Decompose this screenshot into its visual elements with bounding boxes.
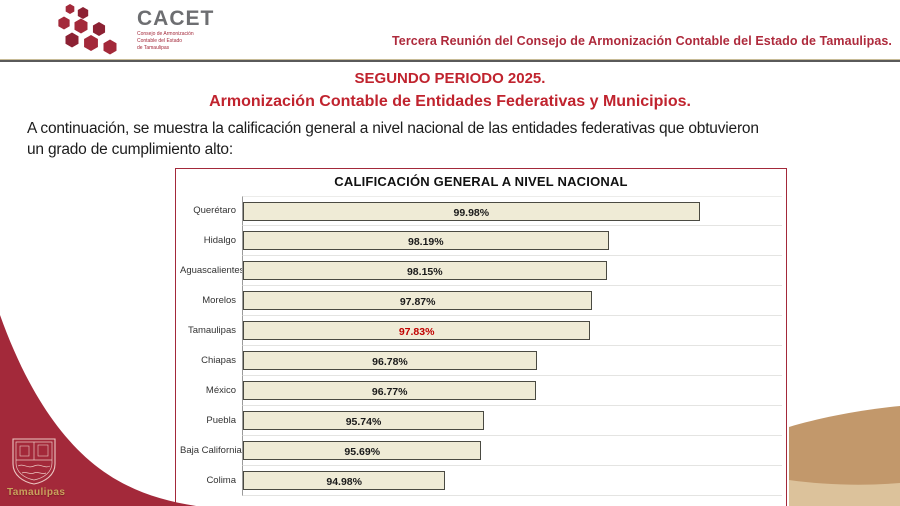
cacet-hexagon-logo-icon <box>58 4 117 55</box>
chart-row: México 96.77% <box>180 376 782 406</box>
bar-aguascalientes: 98.15% <box>243 261 607 280</box>
bar-track: 96.77% <box>242 376 782 406</box>
intro-paragraph: A continuación, se muestra la calificaci… <box>27 119 883 160</box>
bar-track: 99.98% <box>242 196 782 226</box>
bar-category-label: Hidalgo <box>203 235 236 246</box>
bar-category-label: Aguascalientes <box>180 265 245 276</box>
bar-baja-california: 95.69% <box>243 441 482 460</box>
chart-title: CALIFICACIÓN GENERAL A NIVEL NACIONAL <box>334 174 628 189</box>
logo-subtitle-line: Consejo de Armonización <box>137 31 194 38</box>
bar-track: 98.15% <box>242 256 782 286</box>
bar-value-label: 95.74% <box>345 416 382 428</box>
bar-category-label: Baja California <box>180 445 242 456</box>
logo-acronym: CACET <box>137 7 215 31</box>
bar-value-label: 96.78% <box>372 356 408 368</box>
period-title: SEGUNDO PERIODO 2025. <box>354 70 546 87</box>
logo-subtitle-line: de Tamaulipas <box>137 44 170 51</box>
chart-row: Tamaulipas 97.83% <box>180 316 782 346</box>
bar-category-label: Chiapas <box>201 355 236 366</box>
chart-row: Morelos 97.87% <box>180 286 782 316</box>
bar-value-label: 99.98% <box>453 207 490 219</box>
bar-méxico: 96.77% <box>243 381 537 400</box>
bar-category-label: Querétaro <box>193 205 236 216</box>
state-name-label: Tamaulipas <box>7 487 66 498</box>
chart-row: Baja California 95.69% <box>180 436 782 466</box>
bar-category-label: Morelos <box>202 295 236 306</box>
bar-puebla: 95.74% <box>243 411 485 430</box>
chart-row: Querétaro 99.98% <box>180 196 782 226</box>
bar-track: 95.69% <box>242 436 782 466</box>
bar-category-label: México <box>205 385 236 396</box>
chart-row: Colima 94.98% <box>180 466 782 496</box>
tamaulipas-coat-of-arms-icon <box>12 438 56 485</box>
bar-value-label: 98.19% <box>407 236 444 248</box>
bar-value-label: 95.69% <box>344 446 381 458</box>
bar-track: 95.74% <box>242 406 782 436</box>
bar-value-label: 97.87% <box>399 296 436 308</box>
chart-row: Chiapas 96.78% <box>180 346 782 376</box>
cacet-logo-text: CACET Consejo de Armonización Contable d… <box>137 8 214 51</box>
bar-track: 94.98% <box>242 466 782 496</box>
chart-row: Hidalgo 98.19% <box>180 226 782 256</box>
logo-subtitle: Consejo de Armonización Contable del Est… <box>137 31 214 51</box>
bar-value-label: 98.15% <box>406 266 443 278</box>
chart: CALIFICACIÓN GENERAL A NIVEL NACIONAL Qu… <box>175 168 787 506</box>
bar-colima: 94.98% <box>243 471 446 490</box>
bar-tamaulipas: 97.83% <box>243 321 591 340</box>
logo-subtitle-line: Contable del Estado <box>137 38 183 45</box>
bar-morelos: 97.87% <box>243 291 593 310</box>
bar-category-label: Puebla <box>206 415 236 426</box>
bar-track: 97.83% <box>242 316 782 346</box>
bar-category-label: Tamaulipas <box>187 325 236 336</box>
chart-row: Aguascalientes 98.15% <box>180 256 782 286</box>
bar-category-label: Colima <box>206 475 236 486</box>
cacet-logo: CACET Consejo de Armonización Contable d… <box>50 2 214 58</box>
bar-querétaro: 99.98% <box>243 202 700 221</box>
bar-track: 97.87% <box>242 286 782 316</box>
chart-row: Puebla 95.74% <box>180 406 782 436</box>
chart-rows: Querétaro 99.98% Hidalgo 98.19% Aguascalient… <box>180 196 782 496</box>
bar-value-label: 94.98% <box>326 476 362 488</box>
bar-chiapas: 96.78% <box>243 351 537 370</box>
intro-line: un grado de cumplimiento alto: <box>27 140 233 158</box>
intro-line: A continuación, se muestra la calificaci… <box>27 120 759 137</box>
header-divider <box>0 59 900 62</box>
left-corner-decoration <box>0 315 197 506</box>
bar-track: 98.19% <box>242 226 782 256</box>
bar-hidalgo: 98.19% <box>243 231 609 250</box>
bar-value-label: 96.77% <box>371 386 408 398</box>
bar-track: 96.78% <box>242 346 782 376</box>
bar-value-label: 97.83% <box>398 326 435 338</box>
right-corner-decoration <box>789 406 900 506</box>
session-title: Tercera Reunión del Consejo de Armonizac… <box>391 34 892 48</box>
subject-title: Armonización Contable de Entidades Feder… <box>209 93 691 110</box>
